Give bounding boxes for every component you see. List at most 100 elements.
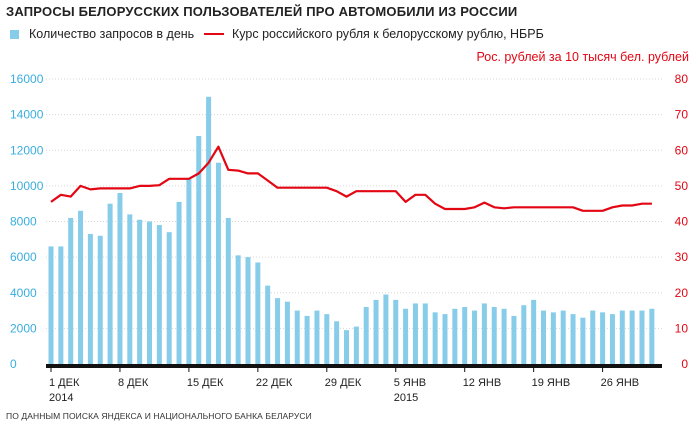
bar (373, 299, 379, 364)
bar (580, 317, 586, 364)
legend-item-exchange-rate: Курс российского рубля к белорусскому ру… (204, 27, 544, 41)
bar (472, 310, 478, 364)
x-tick-label: 29 ДЕК (325, 377, 362, 389)
bar (334, 321, 340, 364)
x-tick-label: 22 ДЕК (256, 377, 293, 389)
bar (206, 96, 212, 364)
bar (78, 210, 84, 364)
legend-bar-swatch (10, 29, 19, 39)
bar (619, 310, 625, 364)
bar (481, 303, 487, 364)
bar (225, 217, 231, 364)
right-tick-label: 60 (675, 143, 689, 157)
right-tick-label: 0 (681, 357, 688, 371)
legend-line-swatch (204, 33, 224, 35)
bar (600, 312, 606, 364)
bar (511, 315, 517, 364)
left-tick-label: 14000 (10, 108, 44, 122)
bar (196, 136, 202, 364)
bar (393, 299, 399, 364)
left-tick-label: 4000 (10, 286, 37, 300)
bar (68, 217, 74, 364)
x-tick-label: 1 ДЕК (49, 377, 80, 389)
bar (531, 299, 537, 364)
bar (48, 246, 54, 364)
bar (570, 314, 576, 364)
chart-title: ЗАПРОСЫ БЕЛОРУССКИХ ПОЛЬЗОВАТЕЛЕЙ ПРО АВ… (6, 4, 518, 19)
bar (294, 310, 300, 364)
bar (541, 310, 546, 364)
left-tick-label: 16000 (10, 72, 44, 86)
bar (314, 310, 320, 364)
bar (383, 294, 389, 364)
x-tick-year: 2015 (394, 392, 418, 404)
bar (265, 285, 271, 364)
bar (649, 308, 655, 364)
bar (255, 262, 261, 364)
bar (107, 203, 113, 364)
x-tick-label: 15 ДЕК (187, 377, 224, 389)
bar (363, 307, 369, 364)
legend: Количество запросов в день Курс российск… (6, 27, 694, 45)
bar (215, 162, 221, 364)
left-tick-label: 10000 (10, 179, 44, 193)
bar (186, 178, 192, 364)
left-tick-label: 8000 (10, 215, 37, 229)
bar (304, 315, 310, 364)
bar (156, 225, 162, 364)
bar (117, 193, 123, 364)
left-tick-label: 0 (10, 357, 17, 371)
x-tick-year: 2014 (49, 392, 73, 404)
x-axis-baseline (46, 364, 662, 368)
bar (550, 312, 556, 364)
bar (432, 312, 438, 364)
bar (245, 257, 251, 364)
bar (629, 310, 635, 364)
bar (491, 307, 497, 364)
bar (462, 307, 468, 364)
bar (97, 235, 103, 364)
bar (609, 314, 615, 364)
bar (127, 214, 133, 364)
bar (147, 221, 152, 364)
bar (403, 308, 409, 364)
bar (501, 308, 507, 364)
left-tick-label: 12000 (10, 143, 44, 157)
right-tick-label: 80 (675, 72, 689, 86)
right-tick-label: 10 (675, 321, 689, 335)
bar (422, 303, 428, 364)
bar (166, 232, 172, 364)
bar (284, 301, 290, 364)
bar (137, 219, 143, 364)
bar (324, 314, 330, 364)
bar (87, 233, 93, 364)
x-tick-label: 5 ЯНВ (394, 377, 426, 389)
x-tick-label: 8 ДЕК (118, 377, 149, 389)
x-tick-label: 26 ЯНВ (601, 377, 640, 389)
bar (442, 314, 448, 364)
bar (521, 305, 527, 364)
bar (452, 308, 458, 364)
right-tick-label: 20 (675, 286, 689, 300)
exchange-rate-line (50, 145, 652, 212)
legend-label-exchange-rate: Курс российского рубля к белорусскому ру… (232, 27, 544, 41)
bar (639, 310, 645, 364)
legend-label-requests: Количество запросов в день (29, 27, 195, 41)
bar (353, 326, 359, 364)
left-tick-label: 6000 (10, 250, 37, 264)
x-tick-label: 19 ЯНВ (532, 377, 571, 389)
right-tick-label: 30 (675, 250, 689, 264)
left-tick-label: 2000 (10, 321, 37, 335)
legend-item-requests: Количество запросов в день (10, 27, 194, 41)
source-note: ПО ДАННЫМ ПОИСКА ЯНДЕКСА И НАЦИОНАЛЬНОГО… (6, 411, 312, 421)
bar (344, 330, 349, 364)
bar (235, 255, 241, 364)
right-axis-title: Рос. рублей за 10 тысяч бел. рублей (476, 50, 689, 64)
right-tick-label: 50 (675, 179, 689, 193)
x-tick-label: 12 ЯНВ (463, 377, 502, 389)
bar (560, 310, 566, 364)
bar (590, 310, 596, 364)
bar (412, 303, 418, 364)
right-tick-label: 70 (675, 108, 689, 122)
